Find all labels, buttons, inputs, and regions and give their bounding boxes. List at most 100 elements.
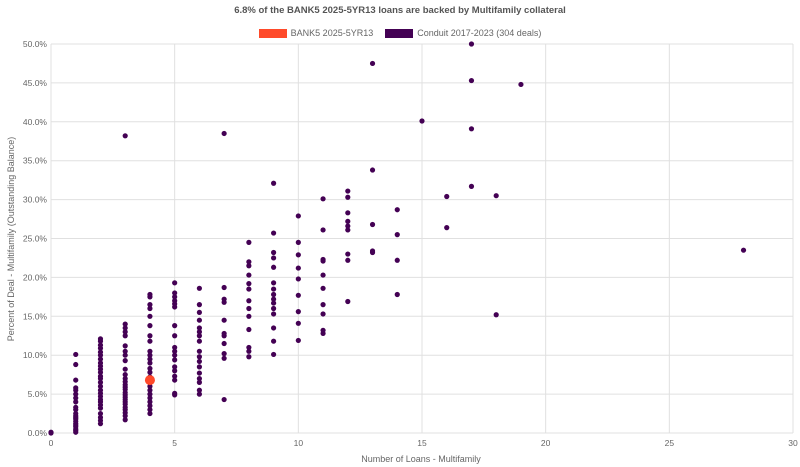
data-point-conduit[interactable] bbox=[97, 360, 104, 366]
legend-item-bank5[interactable]: BANK5 2025-5YR13 bbox=[258, 28, 373, 38]
data-point-conduit[interactable] bbox=[295, 239, 301, 245]
data-point-conduit[interactable] bbox=[97, 383, 104, 389]
data-point-conduit[interactable] bbox=[468, 183, 475, 189]
data-point-conduit[interactable] bbox=[271, 305, 277, 312]
data-point-conduit[interactable] bbox=[147, 338, 153, 344]
data-point-conduit[interactable] bbox=[246, 344, 252, 351]
data-point-conduit[interactable] bbox=[246, 326, 252, 333]
data-point-conduit[interactable] bbox=[246, 259, 252, 265]
data-point-conduit[interactable] bbox=[172, 368, 178, 374]
data-point-conduit[interactable] bbox=[320, 311, 326, 317]
data-point-conduit[interactable] bbox=[147, 356, 153, 362]
data-point-conduit[interactable] bbox=[320, 285, 326, 291]
data-point-conduit[interactable] bbox=[345, 251, 351, 257]
data-point-conduit[interactable] bbox=[147, 352, 153, 358]
data-point-conduit[interactable] bbox=[122, 133, 128, 139]
data-point-conduit[interactable] bbox=[97, 414, 104, 421]
data-point-conduit[interactable] bbox=[320, 256, 326, 263]
data-point-conduit[interactable] bbox=[246, 281, 252, 287]
data-point-conduit[interactable] bbox=[221, 317, 227, 323]
data-point-conduit[interactable] bbox=[122, 366, 128, 372]
data-point-conduit[interactable] bbox=[147, 395, 153, 401]
data-point-conduit[interactable] bbox=[172, 373, 178, 379]
data-point-conduit[interactable] bbox=[196, 317, 202, 323]
data-point-conduit[interactable] bbox=[73, 377, 79, 383]
data-point-conduit[interactable] bbox=[196, 348, 202, 354]
data-point-conduit[interactable] bbox=[271, 249, 277, 256]
data-point-conduit[interactable] bbox=[295, 213, 301, 219]
data-point-conduit[interactable] bbox=[97, 379, 104, 386]
data-point-conduit[interactable] bbox=[147, 360, 153, 366]
data-point-conduit[interactable] bbox=[271, 300, 277, 306]
data-point-conduit[interactable] bbox=[122, 343, 128, 349]
data-point-conduit[interactable] bbox=[246, 354, 252, 360]
data-point-conduit[interactable] bbox=[345, 223, 351, 229]
data-point-conduit[interactable] bbox=[196, 364, 202, 370]
data-point-conduit[interactable] bbox=[271, 351, 277, 358]
data-point-conduit[interactable] bbox=[73, 395, 79, 401]
data-point-conduit[interactable] bbox=[147, 348, 153, 354]
data-point-conduit[interactable] bbox=[196, 302, 202, 308]
data-point-conduit[interactable] bbox=[172, 377, 178, 383]
data-point-conduit[interactable] bbox=[320, 327, 326, 333]
data-point-conduit[interactable] bbox=[320, 227, 326, 233]
data-point-conduit[interactable] bbox=[196, 354, 202, 360]
data-point-conduit[interactable] bbox=[73, 410, 79, 417]
data-point-conduit[interactable] bbox=[246, 263, 252, 269]
data-point-conduit[interactable] bbox=[320, 302, 326, 308]
data-point-conduit[interactable] bbox=[196, 338, 202, 344]
data-point-conduit[interactable] bbox=[196, 285, 202, 291]
data-point-conduit[interactable] bbox=[271, 311, 277, 317]
data-point-conduit[interactable] bbox=[122, 329, 128, 335]
data-point-conduit[interactable] bbox=[320, 196, 326, 202]
data-point-conduit[interactable] bbox=[271, 280, 277, 286]
data-point-conduit[interactable] bbox=[97, 410, 104, 417]
data-point-conduit[interactable] bbox=[271, 291, 277, 298]
data-point-conduit[interactable] bbox=[196, 329, 202, 335]
data-point-conduit[interactable] bbox=[345, 210, 351, 216]
data-point-conduit[interactable] bbox=[147, 333, 153, 339]
data-point-conduit[interactable] bbox=[345, 227, 351, 233]
data-point-conduit[interactable] bbox=[246, 313, 252, 319]
data-point-conduit[interactable] bbox=[73, 404, 79, 410]
data-point-conduit[interactable] bbox=[97, 373, 104, 379]
data-point-conduit[interactable] bbox=[345, 194, 351, 200]
data-point-conduit[interactable] bbox=[345, 218, 351, 224]
data-point-conduit[interactable] bbox=[122, 375, 128, 382]
data-point-conduit[interactable] bbox=[394, 207, 400, 213]
data-point-conduit[interactable] bbox=[147, 365, 153, 372]
data-point-conduit[interactable] bbox=[221, 340, 227, 347]
data-point-conduit[interactable] bbox=[97, 342, 104, 348]
data-point-conduit[interactable] bbox=[221, 296, 227, 302]
data-point-conduit[interactable] bbox=[394, 291, 400, 298]
data-point-conduit[interactable] bbox=[271, 286, 277, 292]
data-point-conduit[interactable] bbox=[73, 351, 79, 358]
data-point-conduit[interactable] bbox=[48, 429, 54, 435]
data-point-conduit[interactable] bbox=[221, 351, 227, 357]
data-point-conduit[interactable] bbox=[345, 257, 351, 263]
data-point-conduit[interactable] bbox=[147, 369, 153, 375]
data-point-conduit[interactable] bbox=[196, 325, 202, 331]
data-point-conduit[interactable] bbox=[122, 372, 128, 378]
data-point-conduit[interactable] bbox=[320, 272, 326, 278]
data-point-conduit[interactable] bbox=[221, 330, 227, 337]
data-point-conduit[interactable] bbox=[468, 126, 475, 132]
data-point-conduit[interactable] bbox=[172, 390, 178, 396]
data-point-conduit[interactable] bbox=[246, 298, 252, 304]
data-point-conduit[interactable] bbox=[271, 264, 277, 270]
data-point-conduit[interactable] bbox=[97, 387, 104, 393]
data-point-conduit[interactable] bbox=[221, 130, 227, 137]
data-point-conduit[interactable] bbox=[468, 77, 475, 84]
data-point-conduit[interactable] bbox=[73, 361, 79, 368]
data-point-conduit[interactable] bbox=[172, 357, 178, 363]
data-point-conduit[interactable] bbox=[147, 302, 153, 308]
data-point-conduit[interactable] bbox=[196, 391, 202, 397]
data-point-conduit[interactable] bbox=[196, 358, 202, 365]
data-point-conduit[interactable] bbox=[295, 320, 301, 326]
data-point-conduit[interactable] bbox=[444, 225, 450, 231]
data-point-conduit[interactable] bbox=[97, 336, 104, 342]
data-point-conduit[interactable] bbox=[147, 313, 153, 319]
data-point-conduit[interactable] bbox=[196, 309, 202, 316]
data-point-conduit[interactable] bbox=[493, 193, 499, 199]
data-point-conduit[interactable] bbox=[221, 355, 227, 361]
